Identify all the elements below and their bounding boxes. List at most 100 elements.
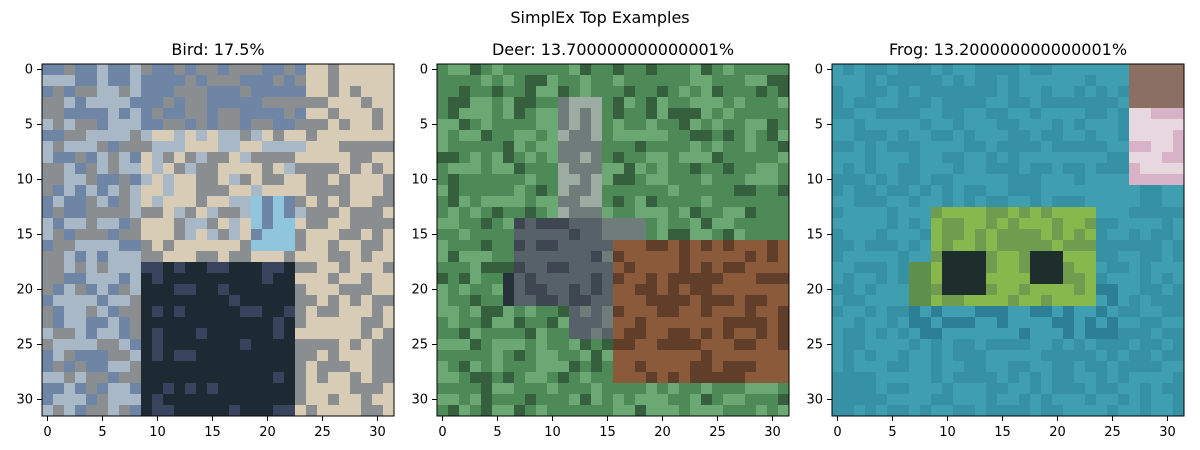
panel-2-pixel (481, 119, 493, 131)
panel-3-pixel (920, 306, 932, 318)
panel-2-pixel (503, 350, 515, 362)
panel-1-pixel (240, 97, 252, 109)
panel-1-pixel (372, 97, 384, 109)
panel-1-pixel (163, 229, 175, 241)
panel-2-pixel (558, 306, 570, 318)
panel-2-pixel (778, 174, 790, 186)
panel-3-pixel (909, 185, 921, 197)
panel-3-pixel (920, 339, 932, 351)
panel-2-pixel (437, 240, 449, 252)
panel-2-pixel (668, 251, 680, 263)
panel-3-pixel (975, 394, 987, 406)
panel-3-pixel (865, 174, 877, 186)
panel-3-pixel (1019, 394, 1031, 406)
panel-1-pixel (383, 405, 395, 417)
panel-1-pixel (75, 152, 87, 164)
panel-3-pixel (843, 350, 855, 362)
panel-1-pixel (42, 130, 54, 142)
panel-1-pixel (185, 174, 197, 186)
panel-3-pixel (1140, 251, 1152, 263)
panel-3-pixel (920, 383, 932, 395)
panel-3-pixel (1129, 108, 1141, 120)
panel-3-pixel (1118, 185, 1130, 197)
panel-2-pixel (602, 262, 614, 274)
panel-2-pixel (624, 229, 636, 241)
panel-2-pixel (481, 262, 493, 274)
panel-1-pixel (163, 295, 175, 307)
panel-3-pixel (1008, 141, 1020, 153)
panel-1-pixel (207, 86, 219, 98)
panel-1-pixel (284, 350, 296, 362)
panel-3-pixel (909, 130, 921, 142)
panel-3-pixel (1140, 108, 1152, 120)
panel-2-pixel (459, 317, 471, 329)
panel-3-pixel (1140, 295, 1152, 307)
panel-2-pixel (591, 86, 603, 98)
panel-2-pixel (734, 141, 746, 153)
panel-3-pixel (1041, 328, 1053, 340)
panel-3-pixel (931, 163, 943, 175)
panel-3-pixel (1041, 273, 1053, 285)
panel-3-pixel (942, 163, 954, 175)
panel-3-pixel (1162, 130, 1174, 142)
panel-1-pixel (108, 152, 120, 164)
panel-1-pixel (196, 163, 208, 175)
panel-1-pixel (229, 108, 241, 120)
panel-2-pixel (657, 86, 669, 98)
panel-3-pixel (1085, 64, 1097, 76)
panel-2-pixel (767, 295, 779, 307)
panel-3-pixel (887, 317, 899, 329)
panel-2-pixel (624, 383, 636, 395)
panel-2-pixel (525, 130, 537, 142)
panel-2-pixel (657, 152, 669, 164)
panel-3-xtick-label-1: 5 (888, 425, 896, 440)
panel-3-pixel (1107, 75, 1119, 87)
panel-3-pixel (986, 240, 998, 252)
panel-1-pixel (361, 372, 373, 384)
panel-2-pixel (723, 394, 735, 406)
panel-2-pixel (624, 108, 636, 120)
panel-1-pixel (361, 328, 373, 340)
panel-3-pixel (1151, 306, 1163, 318)
panel-3-pixel (1063, 196, 1075, 208)
panel-2-pixel (767, 383, 779, 395)
panel-3-pixel (1118, 361, 1130, 373)
panel-1-pixel (317, 328, 329, 340)
panel-2-pixel (635, 174, 647, 186)
panel-2-pixel (624, 141, 636, 153)
panel-3-pixel (832, 295, 844, 307)
panel-1-pixel (295, 306, 307, 318)
panel-1-image (42, 64, 395, 417)
panel-1-pixel (317, 405, 329, 417)
panel-2-pixel (778, 229, 790, 241)
panel-3-pixel (843, 372, 855, 384)
panel-3-pixel (1041, 86, 1053, 98)
panel-3-pixel (1129, 317, 1141, 329)
panel-2-pixel (712, 97, 724, 109)
panel-2-pixel (536, 229, 548, 241)
panel-3-pixel (997, 273, 1009, 285)
panel-3-pixel (1030, 229, 1042, 241)
panel-2-pixel (569, 97, 581, 109)
panel-2-xtick-label-4: 20 (654, 425, 671, 440)
panel-2-pixel (459, 306, 471, 318)
panel-3-pixel (1118, 372, 1130, 384)
panel-1-pixel (229, 262, 241, 274)
panel-1-pixel (53, 295, 65, 307)
panel-2-pixel (558, 163, 570, 175)
panel-3-pixel (997, 361, 1009, 373)
panel-1-pixel (218, 240, 230, 252)
panel-2-pixel (525, 394, 537, 406)
panel-2-pixel (448, 163, 460, 175)
panel-2-pixel (679, 196, 691, 208)
panel-2-pixel (591, 174, 603, 186)
panel-1-pixel (240, 317, 252, 329)
panel-1-pixel (97, 185, 109, 197)
panel-3-pixel (1085, 141, 1097, 153)
panel-2-pixel (778, 295, 790, 307)
panel-1-pixel (75, 306, 87, 318)
panel-3-pixel (887, 405, 899, 417)
panel-2-pixel (492, 174, 504, 186)
panel-3-pixel (931, 86, 943, 98)
panel-1-pixel (372, 108, 384, 120)
